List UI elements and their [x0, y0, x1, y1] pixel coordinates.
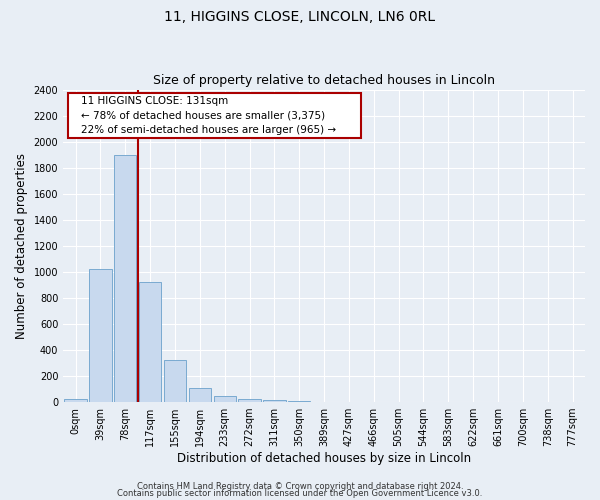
- Bar: [164, 360, 186, 402]
- Bar: [114, 154, 136, 402]
- Bar: [139, 282, 161, 402]
- X-axis label: Distribution of detached houses by size in Lincoln: Distribution of detached houses by size …: [177, 452, 471, 465]
- Text: 11 HIGGINS CLOSE: 131sqm
← 78% of detached houses are smaller (3,375)
22% of sem: 11 HIGGINS CLOSE: 131sqm ← 78% of detach…: [82, 96, 337, 135]
- Bar: [263, 400, 286, 402]
- Text: 11, HIGGINS CLOSE, LINCOLN, LN6 0RL: 11, HIGGINS CLOSE, LINCOLN, LN6 0RL: [164, 10, 436, 24]
- Y-axis label: Number of detached properties: Number of detached properties: [15, 153, 28, 339]
- Bar: [188, 388, 211, 402]
- Text: Contains public sector information licensed under the Open Government Licence v3: Contains public sector information licen…: [118, 488, 482, 498]
- Bar: [89, 268, 112, 402]
- Title: Size of property relative to detached houses in Lincoln: Size of property relative to detached ho…: [153, 74, 495, 87]
- Bar: [214, 396, 236, 402]
- Text: Contains HM Land Registry data © Crown copyright and database right 2024.: Contains HM Land Registry data © Crown c…: [137, 482, 463, 491]
- Bar: [64, 399, 87, 402]
- Bar: [238, 399, 261, 402]
- FancyBboxPatch shape: [68, 92, 361, 138]
